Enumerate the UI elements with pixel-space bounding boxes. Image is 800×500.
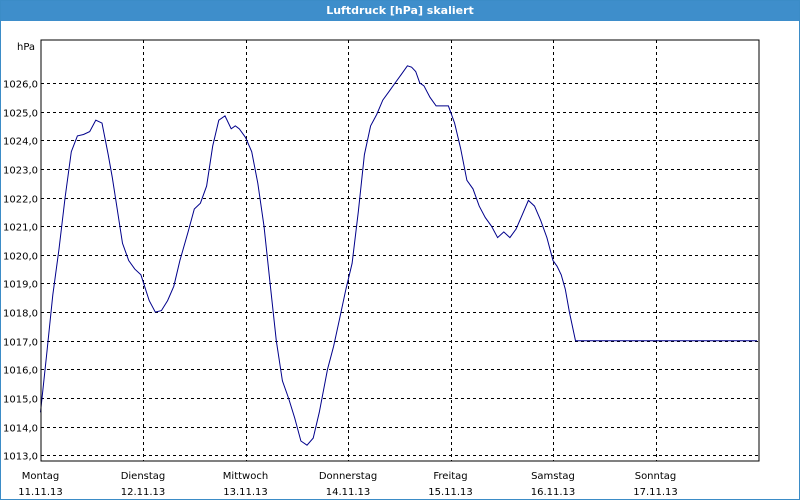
x-tick-date: 17.11.13	[633, 487, 678, 498]
y-tick-label: 1026,0	[3, 80, 38, 91]
y-tick-label: 1019,0	[3, 280, 38, 291]
x-tick-day: Samstag	[531, 471, 575, 482]
y-axis-label: hPa	[17, 42, 35, 53]
window-title: Luftdruck [hPa] skaliert	[1, 1, 799, 21]
x-tick-day: Montag	[22, 471, 59, 482]
grid	[41, 40, 759, 461]
x-tick-date: 15.11.13	[428, 487, 473, 498]
x-tick-date: 16.11.13	[531, 487, 576, 498]
x-tick-day: Dienstag	[121, 471, 166, 482]
x-tick-day: Mittwoch	[223, 471, 268, 482]
x-tick-day: Freitag	[433, 471, 467, 482]
x-tick-date: 14.11.13	[326, 487, 371, 498]
y-tick-label: 1013,0	[3, 452, 38, 463]
y-tick-label: 1016,0	[3, 366, 38, 377]
y-tick-label: 1014,0	[3, 424, 38, 435]
x-tick-day: Donnerstag	[319, 471, 377, 482]
y-tick-label: 1017,0	[3, 338, 38, 349]
plot-area-border	[40, 39, 760, 462]
x-tick-day: Sonntag	[635, 471, 677, 482]
pressure-series-line	[40, 65, 757, 446]
x-axis-ticks: Montag 11.11.13 Dienstag 12.11.13 Mittwoch 13…	[18, 471, 678, 498]
x-tick-date: 11.11.13	[18, 487, 63, 498]
y-tick-label: 1021,0	[3, 223, 38, 234]
y-tick-label: 1023,0	[3, 166, 38, 177]
y-tick-label: 1018,0	[3, 309, 38, 320]
x-tick-date: 13.11.13	[223, 487, 268, 498]
y-tick-label: 1020,0	[3, 252, 38, 263]
y-tick-label: 1024,0	[3, 137, 38, 148]
y-tick-label: 1022,0	[3, 195, 38, 206]
x-tick-date: 12.11.13	[121, 487, 166, 498]
y-tick-label: 1015,0	[3, 395, 38, 406]
y-tick-label: 1025,0	[3, 109, 38, 120]
y-axis-ticks: 1013,0 1014,0 1015,0 1016,0 1017,0 1018,0 1019…	[3, 80, 38, 463]
